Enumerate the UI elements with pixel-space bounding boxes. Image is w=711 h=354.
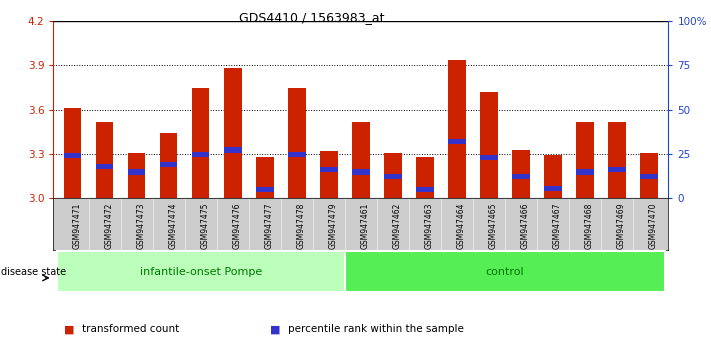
Bar xyxy=(320,151,338,198)
Bar xyxy=(480,92,498,198)
Bar xyxy=(384,174,402,179)
Text: GSM947463: GSM947463 xyxy=(425,202,434,249)
Bar xyxy=(609,166,626,172)
Bar xyxy=(416,157,434,198)
Text: GSM947465: GSM947465 xyxy=(489,202,498,249)
Bar xyxy=(641,153,658,198)
Bar xyxy=(96,121,113,198)
Bar xyxy=(641,174,658,179)
Bar xyxy=(345,251,665,292)
Text: ■: ■ xyxy=(270,324,281,334)
Text: GSM947461: GSM947461 xyxy=(360,202,370,249)
Bar xyxy=(576,121,594,198)
Text: percentile rank within the sample: percentile rank within the sample xyxy=(288,324,464,334)
Bar xyxy=(352,121,370,198)
Text: GSM947466: GSM947466 xyxy=(521,202,530,249)
Bar xyxy=(448,59,466,198)
Bar xyxy=(160,133,178,198)
Bar xyxy=(64,108,81,198)
Bar xyxy=(256,187,274,192)
Bar xyxy=(416,187,434,192)
Text: disease state: disease state xyxy=(1,267,67,277)
Text: GSM947477: GSM947477 xyxy=(264,202,274,249)
Text: ■: ■ xyxy=(64,324,75,334)
Bar xyxy=(128,170,146,175)
Text: GSM947469: GSM947469 xyxy=(617,202,626,249)
Bar xyxy=(576,170,594,175)
Text: GSM947472: GSM947472 xyxy=(105,202,114,249)
Text: GSM947468: GSM947468 xyxy=(585,202,594,249)
Bar xyxy=(544,186,562,191)
Bar xyxy=(448,138,466,144)
Bar xyxy=(224,147,242,153)
Bar xyxy=(256,157,274,198)
Text: GSM947476: GSM947476 xyxy=(232,202,242,249)
Text: GSM947473: GSM947473 xyxy=(137,202,146,249)
Bar xyxy=(160,162,178,167)
Text: infantile-onset Pompe: infantile-onset Pompe xyxy=(139,267,262,277)
Text: GSM947467: GSM947467 xyxy=(553,202,562,249)
Text: GSM947475: GSM947475 xyxy=(201,202,210,249)
Text: GSM947478: GSM947478 xyxy=(296,202,306,249)
Bar xyxy=(192,152,210,157)
Bar xyxy=(192,88,210,198)
Bar xyxy=(512,174,530,179)
Text: GSM947470: GSM947470 xyxy=(649,202,658,249)
Bar xyxy=(480,155,498,160)
Bar xyxy=(544,155,562,198)
Bar xyxy=(288,152,306,157)
Text: GSM947479: GSM947479 xyxy=(328,202,338,249)
Text: GSM947471: GSM947471 xyxy=(73,202,82,249)
Text: GSM947474: GSM947474 xyxy=(169,202,178,249)
Bar xyxy=(96,164,113,169)
Bar xyxy=(320,166,338,172)
Text: control: control xyxy=(486,267,524,277)
Text: GSM947464: GSM947464 xyxy=(457,202,466,249)
Bar xyxy=(512,149,530,198)
Text: GSM947462: GSM947462 xyxy=(393,202,402,249)
Bar xyxy=(128,153,146,198)
Bar xyxy=(609,121,626,198)
Bar xyxy=(57,251,345,292)
Bar xyxy=(224,68,242,198)
Bar xyxy=(384,153,402,198)
Bar xyxy=(288,88,306,198)
Bar xyxy=(352,170,370,175)
Text: transformed count: transformed count xyxy=(82,324,179,334)
Bar xyxy=(64,153,81,159)
Text: GDS4410 / 1563983_at: GDS4410 / 1563983_at xyxy=(239,11,385,24)
